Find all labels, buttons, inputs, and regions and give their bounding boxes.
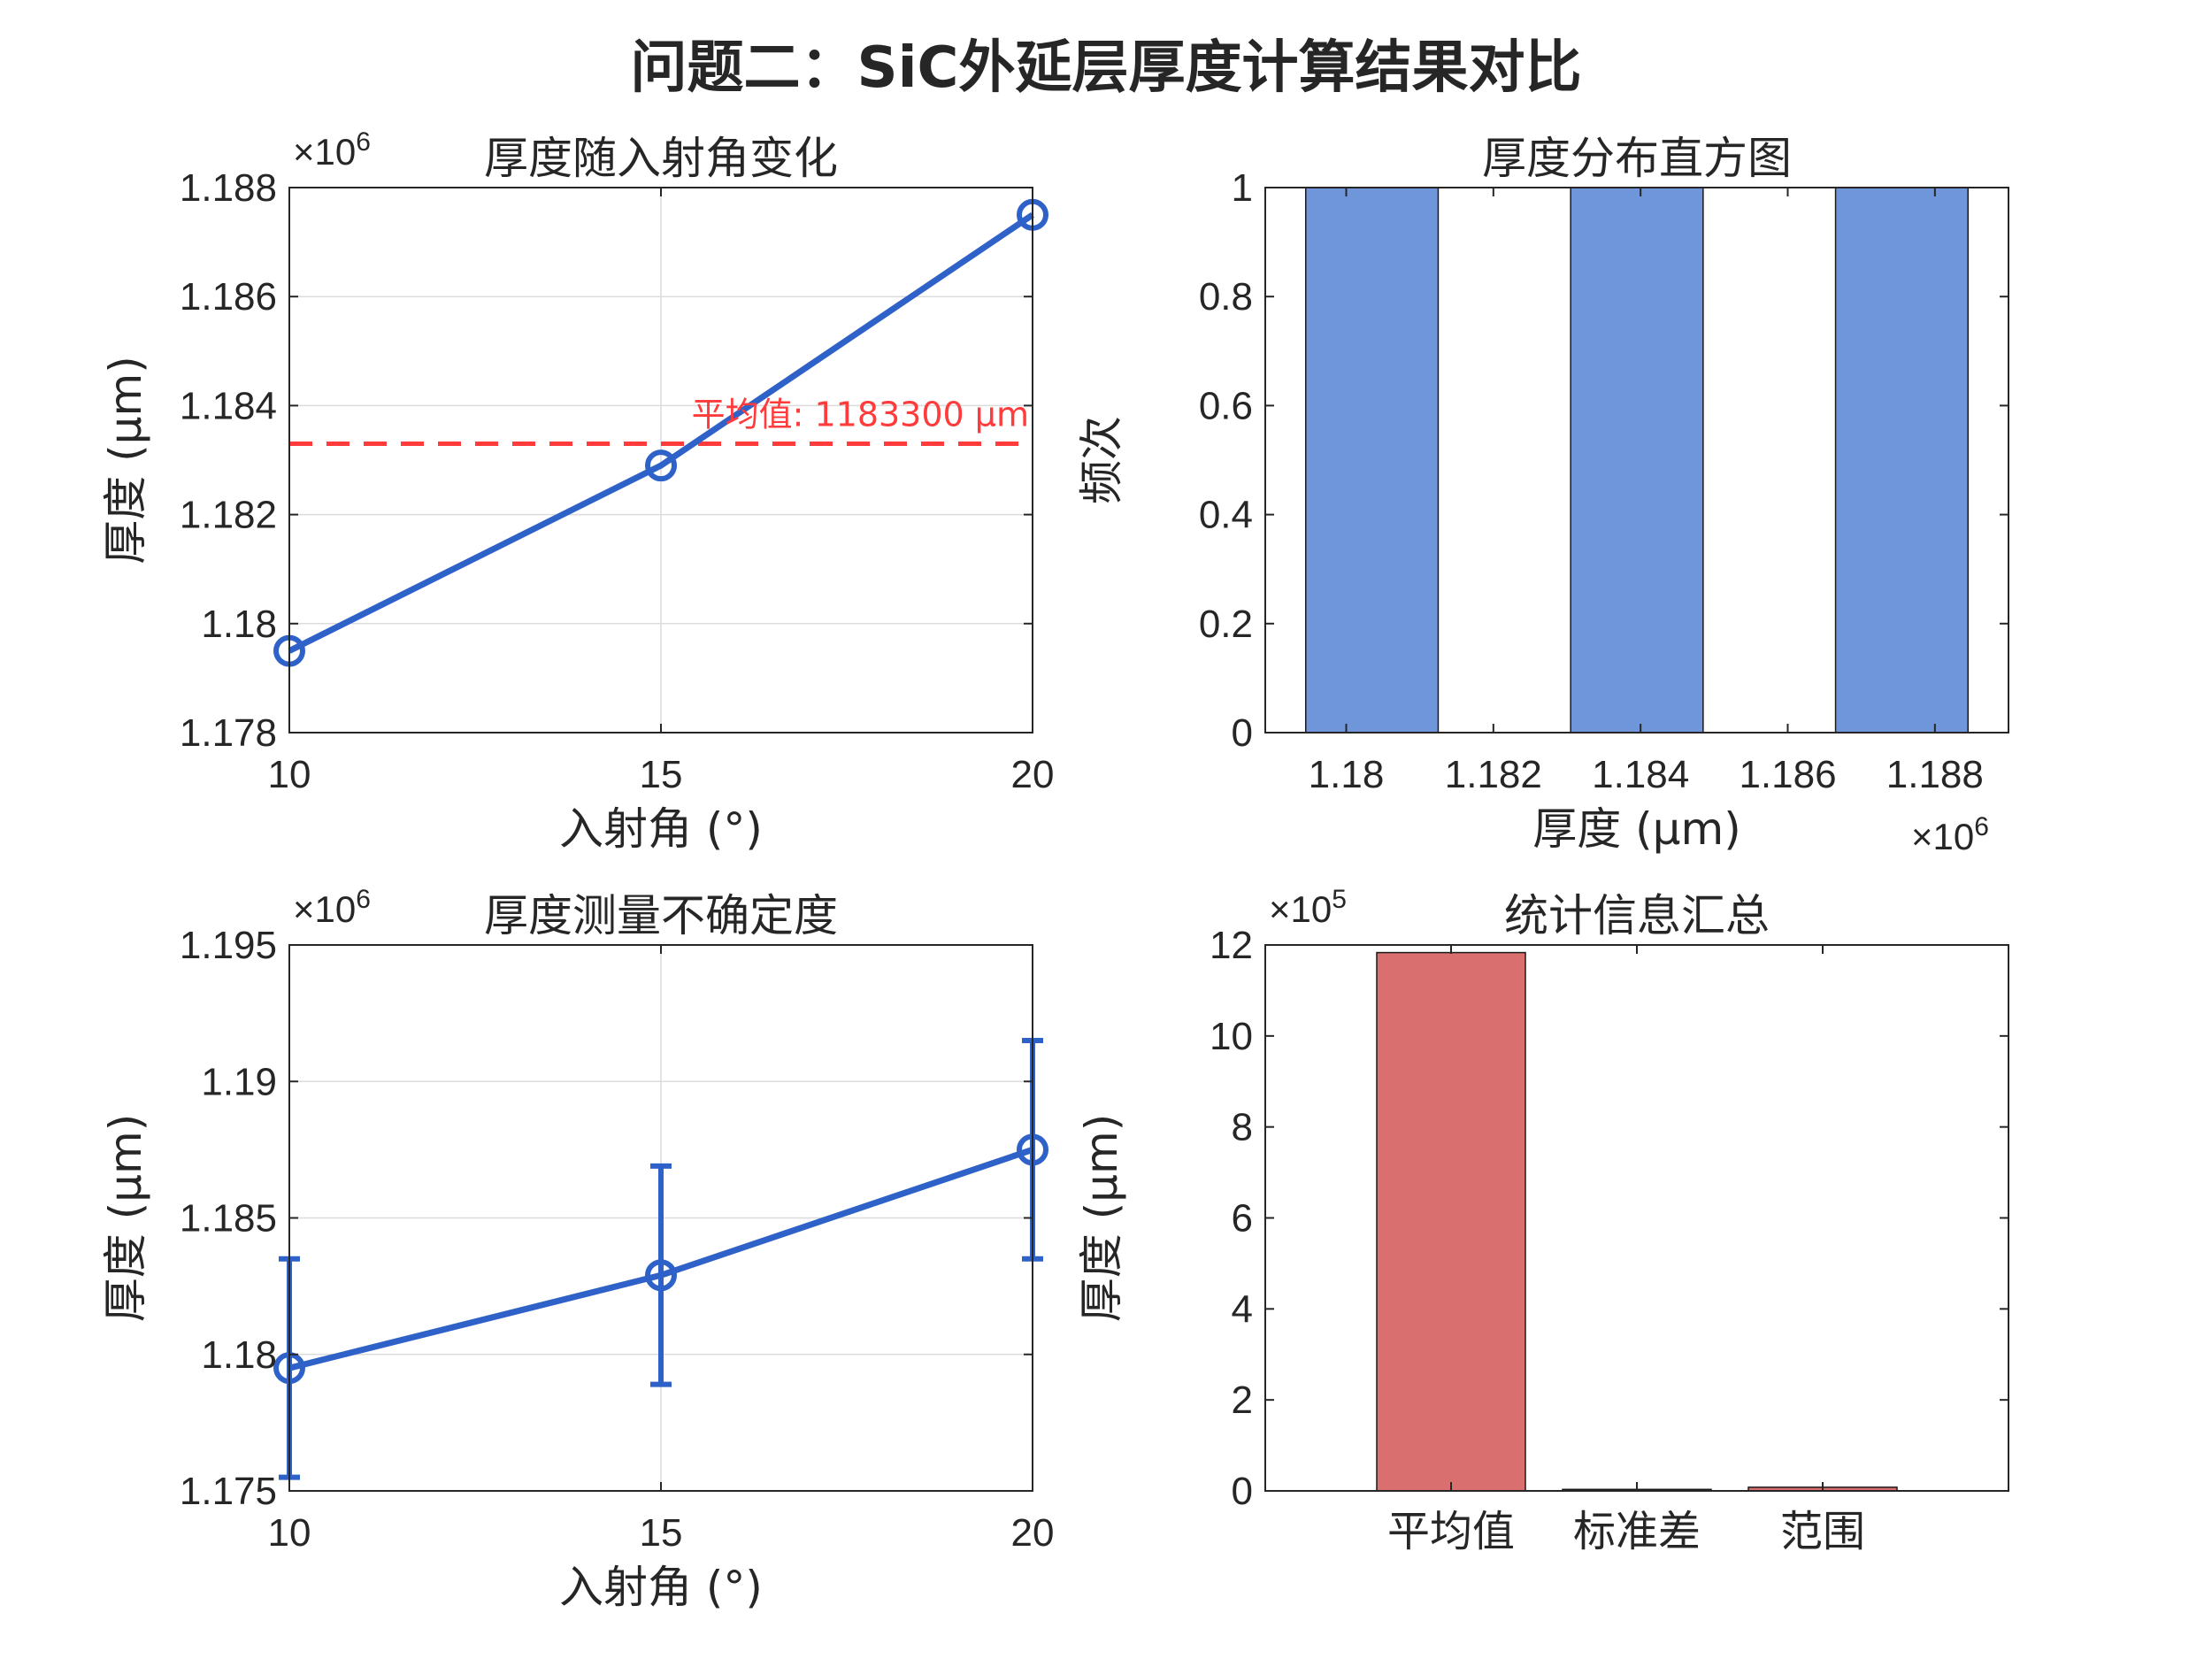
statistics-chart-ytick-label: 4 xyxy=(1232,1287,1253,1331)
angle-chart-exponent-power: 6 xyxy=(356,127,371,157)
angle-chart-xtick-label: 15 xyxy=(640,753,683,796)
angle-chart-data-point xyxy=(645,449,677,482)
histogram-chart-xtick-label: 1.18 xyxy=(1309,753,1385,796)
thickness-histogram-panel: 0 0.2 0.4 0.6 0.8 1 1.18 1.182 1.184 1.186 1.188 厚度… xyxy=(1076,133,2009,857)
angle-chart-ytick-label: 1.188 xyxy=(180,166,277,210)
statistics-chart-ytick-label: 10 xyxy=(1210,1015,1253,1058)
angle-chart-xlabel: 入射角 (°) xyxy=(559,803,763,855)
uncertainty-chart-exponent-label: ×106 xyxy=(293,885,371,930)
statistics-chart-ytick-label: 2 xyxy=(1232,1379,1253,1422)
uncertainty-chart-ytick-label: 1.19 xyxy=(201,1060,277,1103)
statistics-chart-category-label: 平均值 xyxy=(1387,1507,1515,1556)
histogram-chart-axes-box xyxy=(1264,187,2009,733)
uncertainty-chart-xtick-label: 20 xyxy=(1011,1511,1055,1555)
statistics-chart-category-label: 标准差 xyxy=(1573,1507,1701,1556)
thickness-uncertainty-panel: 1.175 1.18 1.185 1.19 1.195 10 15 20 厚度测量不确定度入射角… xyxy=(100,885,1054,1613)
statistics-chart-ytick-label: 12 xyxy=(1210,924,1253,967)
histogram-chart-bar xyxy=(1570,187,1704,733)
statistics-chart-ylabel: 厚度 (μm) xyxy=(1076,1114,1127,1322)
histogram-chart-ytick-label: 1 xyxy=(1232,166,1253,210)
figure-title: 问题二：SiC外延层厚度计算结果对比 xyxy=(631,35,1582,101)
histogram-chart-xtick-label: 1.186 xyxy=(1739,753,1836,796)
uncertainty-chart-xtick-label: 10 xyxy=(268,1511,311,1555)
angle-chart-xtick-label: 20 xyxy=(1011,753,1055,796)
angle-chart-ylabel: 厚度 (μm) xyxy=(100,356,151,564)
histogram-chart-xtick-label: 1.184 xyxy=(1592,753,1689,796)
histogram-chart-ytick-label: 0.2 xyxy=(1199,603,1253,646)
angle-chart-ytick-label: 1.184 xyxy=(180,384,277,427)
uncertainty-chart-xtick-label: 15 xyxy=(640,1511,683,1555)
angle-chart-ytick-label: 1.182 xyxy=(180,494,277,537)
angle-chart-ytick-label: 1.186 xyxy=(180,275,277,319)
histogram-chart-ytick-label: 0.8 xyxy=(1199,275,1253,319)
histogram-chart-ytick-label: 0.4 xyxy=(1199,494,1253,537)
uncertainty-chart-ytick-label: 1.195 xyxy=(180,924,277,967)
statistics-chart-ytick-label: 6 xyxy=(1232,1197,1253,1240)
uncertainty-chart-exponent-power: 6 xyxy=(356,885,371,914)
uncertainty-chart-ytick-label: 1.185 xyxy=(180,1197,277,1240)
statistics-chart-category-label: 范围 xyxy=(1780,1507,1865,1556)
uncertainty-chart-series-line xyxy=(288,1147,1034,1371)
uncertainty-chart-xlabel: 入射角 (°) xyxy=(559,1562,763,1613)
histogram-chart-xlabel: 厚度 (μm) xyxy=(1532,803,1740,855)
angle-chart-ytick-label: 1.18 xyxy=(201,603,277,646)
angle-chart-ytick-label: 1.178 xyxy=(180,711,277,755)
angle-chart-title: 厚度随入射角变化 xyxy=(484,133,838,184)
statistics-chart-exponent-power: 5 xyxy=(1332,885,1347,914)
uncertainty-chart-ylabel: 厚度 (μm) xyxy=(100,1114,151,1322)
uncertainty-chart-title: 厚度测量不确定度 xyxy=(484,890,838,941)
statistics-chart-ytick-label: 0 xyxy=(1232,1470,1253,1513)
histogram-chart-xtick-label: 1.188 xyxy=(1886,753,1984,796)
histogram-chart-title: 厚度分布直方图 xyxy=(1482,133,1792,184)
uncertainty-chart-data-point xyxy=(645,1259,677,1292)
angle-chart-xtick-label: 10 xyxy=(268,753,311,796)
histogram-chart-ytick-label: 0 xyxy=(1232,711,1253,755)
histogram-chart-ylabel: 频次 xyxy=(1076,416,1127,504)
histogram-chart-bar xyxy=(1834,187,1970,733)
histogram-chart-exponent-power: 6 xyxy=(1974,812,1989,841)
uncertainty-chart-ytick-label: 1.18 xyxy=(201,1333,277,1377)
statistics-chart-bar xyxy=(1376,951,1526,1492)
angle-chart-series-line xyxy=(288,211,1034,654)
histogram-chart-xtick-label: 1.182 xyxy=(1445,753,1542,796)
angle-chart-mean-annotation: 平均值: 1183300 μm xyxy=(692,396,1029,434)
thickness-vs-angle-panel: 平均值: 1183300 μm 1.178 1.18 1.182 1.184 1.186 1… xyxy=(100,127,1054,855)
uncertainty-chart-ytick-label: 1.175 xyxy=(180,1470,277,1513)
statistics-chart-ytick-label: 8 xyxy=(1232,1106,1253,1149)
statistics-chart-title: 统计信息汇总 xyxy=(1504,890,1770,941)
chart-panels: 平均值: 1183300 μm1.1781.181.1821.1841.1861… xyxy=(100,127,2009,1613)
histogram-chart-ytick-label: 0.6 xyxy=(1199,384,1253,427)
histogram-chart-bar xyxy=(1304,187,1440,733)
